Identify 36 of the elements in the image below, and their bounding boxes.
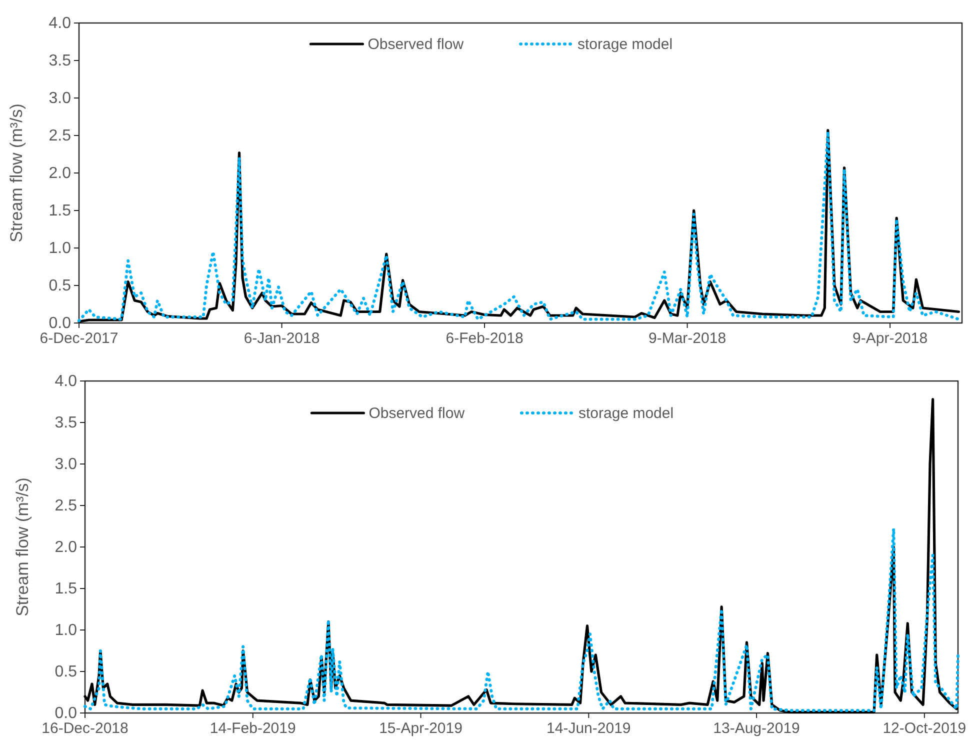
y-tick-label: 3.5 <box>54 414 78 432</box>
y-tick-label: 2.0 <box>54 539 78 556</box>
x-tick-label: 9-Mar-2018 <box>648 330 726 347</box>
legend-label: storage model <box>578 36 673 53</box>
y-tick-label: 1.0 <box>54 622 78 639</box>
x-tick-label: 12-Oct-2019 <box>882 720 966 737</box>
y-tick-label: 0.5 <box>48 278 72 294</box>
x-tick-label: 16-Dec-2018 <box>42 720 128 737</box>
y-tick-label: 1.5 <box>48 202 72 220</box>
legend-label: storage model <box>578 405 674 422</box>
y-tick-label: 1.5 <box>54 580 78 598</box>
legend-label: Observed flow <box>368 405 465 422</box>
y-tick-label: 2.5 <box>48 128 72 144</box>
y-tick-label: 2.0 <box>48 165 72 182</box>
y-tick-label: 4.0 <box>48 15 72 32</box>
y-tick-label: 3.0 <box>54 456 78 473</box>
x-tick-label: 15-Apr-2019 <box>379 720 462 737</box>
y-axis-title: Stream flow (m³/s) <box>13 478 32 616</box>
y-tick-label: 0.0 <box>48 315 72 332</box>
line-series <box>84 527 960 712</box>
x-tick-label: 9-Apr-2018 <box>852 330 928 347</box>
y-tick-label: 4.0 <box>54 373 78 390</box>
y-tick-label: 1.0 <box>48 240 72 257</box>
y-tick-label: 0.5 <box>54 664 78 680</box>
y-tick-label: 2.5 <box>54 498 78 514</box>
x-tick-label: 14-Feb-2019 <box>210 720 296 737</box>
x-tick-label: 14-Jun-2019 <box>546 720 631 737</box>
x-tick-label: 6-Jan-2018 <box>244 330 320 347</box>
y-tick-label: 0.0 <box>54 705 78 722</box>
legend-label: Observed flow <box>368 36 464 53</box>
x-tick-label: 6-Dec-2017 <box>40 330 118 347</box>
y-axis-title: Stream flow (m³/s) <box>7 104 26 242</box>
y-tick-label: 3.0 <box>48 90 72 107</box>
x-tick-label: 13-Aug-2019 <box>713 720 800 737</box>
x-tick-label: 6-Feb-2018 <box>446 330 524 347</box>
y-tick-label: 3.5 <box>48 52 72 70</box>
